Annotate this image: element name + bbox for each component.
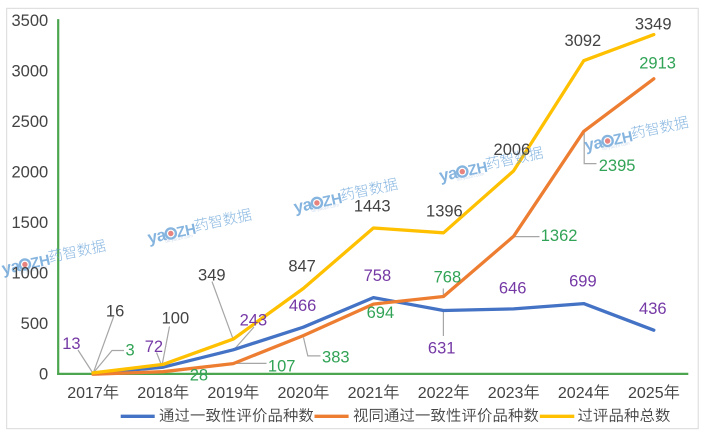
svg-text:2019: 2019 (207, 385, 243, 402)
svg-text:2500: 2500 (11, 113, 48, 131)
svg-text:1000: 1000 (11, 265, 48, 283)
svg-text:ZH: ZH (612, 128, 635, 149)
svg-text:2000: 2000 (11, 163, 48, 181)
svg-text:13: 13 (62, 335, 80, 353)
svg-text:0: 0 (39, 366, 48, 384)
svg-text:16: 16 (106, 302, 124, 320)
svg-text:1396: 1396 (426, 202, 463, 220)
svg-text:758: 758 (364, 267, 392, 285)
svg-text:3500: 3500 (11, 12, 48, 30)
svg-text:ya: ya (146, 225, 168, 248)
svg-text:ZH: ZH (466, 159, 489, 180)
svg-text:2018: 2018 (137, 385, 173, 402)
svg-text:699: 699 (569, 273, 597, 291)
svg-text:2024: 2024 (558, 385, 594, 402)
svg-text:1500: 1500 (11, 214, 48, 232)
svg-text:2395: 2395 (599, 157, 636, 175)
svg-text:3092: 3092 (565, 32, 602, 50)
svg-text:2017: 2017 (67, 385, 103, 402)
svg-text:646: 646 (499, 279, 527, 297)
svg-text:694: 694 (367, 304, 395, 322)
svg-text:107: 107 (268, 358, 296, 376)
svg-text:1443: 1443 (354, 198, 391, 216)
svg-text:2021: 2021 (348, 385, 384, 402)
svg-text:3349: 3349 (635, 15, 672, 33)
svg-text:72: 72 (145, 338, 163, 356)
svg-text:3000: 3000 (11, 62, 48, 80)
svg-text:db.yaozh.com: db.yaozh.com (456, 171, 485, 182)
svg-text:2022: 2022 (418, 385, 454, 402)
svg-text:28: 28 (190, 367, 208, 385)
svg-text:2913: 2913 (639, 55, 676, 73)
svg-text:db.yaozh.com: db.yaozh.com (311, 202, 340, 213)
svg-text:ZH: ZH (29, 252, 52, 273)
svg-text:243: 243 (240, 312, 268, 330)
svg-text:1362: 1362 (541, 227, 578, 245)
svg-text:ya: ya (0, 256, 22, 279)
svg-text:466: 466 (289, 297, 317, 315)
svg-text:3: 3 (126, 342, 135, 360)
svg-text:847: 847 (288, 258, 316, 276)
svg-text:2006: 2006 (494, 141, 531, 159)
svg-text:436: 436 (639, 300, 667, 318)
svg-text:db.yaozh.com: db.yaozh.com (602, 140, 631, 151)
svg-text:631: 631 (428, 340, 456, 358)
svg-text:ZH: ZH (321, 190, 344, 211)
svg-text:db.yaozh.com: db.yaozh.com (19, 264, 48, 275)
svg-text:2020: 2020 (278, 385, 314, 402)
svg-text:2023: 2023 (488, 385, 524, 402)
svg-text:768: 768 (434, 269, 462, 287)
svg-text:ya: ya (292, 194, 314, 217)
svg-text:ZH: ZH (175, 221, 198, 242)
svg-text:ya: ya (583, 132, 605, 155)
svg-text:100: 100 (162, 310, 190, 328)
svg-text:383: 383 (322, 348, 350, 366)
svg-text:2025: 2025 (628, 385, 664, 402)
svg-text:349: 349 (198, 266, 226, 284)
svg-text:ya: ya (437, 163, 459, 186)
svg-text:db.yaozh.com: db.yaozh.com (165, 233, 194, 244)
svg-text:500: 500 (21, 315, 49, 333)
